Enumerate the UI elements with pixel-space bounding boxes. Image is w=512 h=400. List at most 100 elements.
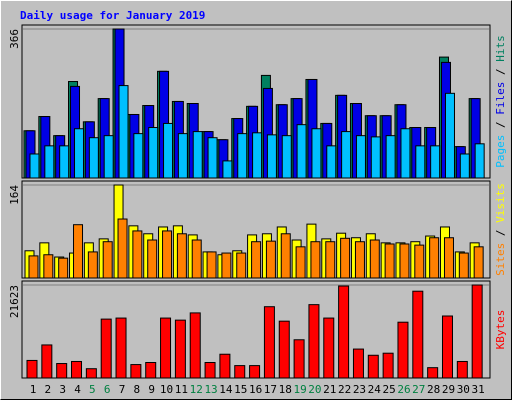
x-tick-label: 19 [293,383,306,396]
bar [43,254,54,279]
x-tick-label: 22 [338,383,351,396]
legend: Pages / Files / Hits [494,35,507,168]
bar [163,122,174,179]
bar [280,233,291,279]
bar [252,132,263,179]
legend-entry: Sites [494,243,507,276]
y-tick-label: 21623 [8,285,21,318]
bar [325,241,336,279]
x-tick-label: 27 [412,383,425,396]
bar [459,153,470,179]
bar [74,128,85,179]
bar [100,318,112,379]
x-tick-label: 18 [279,383,292,396]
bar [415,145,426,179]
legend-separator: / [494,223,507,243]
bar [341,131,352,179]
bar [430,145,441,179]
x-tick-label: 1 [30,383,37,396]
bar [281,135,292,179]
x-tick-label: 26 [397,383,410,396]
bar [103,135,114,179]
bar [28,255,39,279]
bar [340,237,351,279]
bar [58,257,69,279]
x-tick-label: 11 [175,383,188,396]
x-tick-label: 30 [457,383,470,396]
bar [400,128,411,179]
bar [236,252,247,279]
x-tick-label: 6 [104,383,111,396]
bar [458,252,469,279]
bar [412,290,424,379]
bar [278,320,290,379]
bar [145,361,157,379]
bar [265,240,276,279]
bar [323,317,335,379]
bar [249,365,261,379]
bar [474,143,485,179]
bar [44,145,55,179]
bar [326,145,337,179]
chart-title: Daily usage for January 2019 [20,9,205,22]
bar [162,230,173,279]
bar [189,312,201,379]
bar [311,128,322,179]
bar [118,85,129,179]
bar [382,352,394,379]
bar [29,153,40,179]
bar [338,285,350,379]
bar [263,306,275,379]
bar [471,284,483,379]
x-tick-label: 25 [383,383,396,396]
x-tick-label: 15 [234,383,247,396]
bar [370,136,381,179]
bar [384,243,395,279]
bar [56,363,68,379]
legend-separator: / [494,62,507,82]
panel [21,280,491,379]
x-tick-label: 10 [160,383,173,396]
bar [148,127,159,179]
x-tick-label: 2 [45,383,52,396]
bar [207,137,218,179]
x-tick-label: 16 [249,383,262,396]
x-tick-label: 7 [119,383,126,396]
legend: Sites / Visits [494,183,507,276]
bar [117,218,128,279]
bar [237,133,248,179]
bar [399,243,410,279]
bar [427,367,439,379]
bar [308,304,320,379]
bar [296,124,307,179]
legend-entry: KBytes [494,310,507,350]
bar [221,252,232,279]
bar [192,131,203,179]
bar [222,160,233,179]
bar [160,317,172,379]
x-tick-label: 12 [190,383,203,396]
bar [206,251,217,279]
bar [41,344,53,379]
bar [130,364,142,379]
bar [385,135,396,179]
bar [26,359,38,379]
x-tick-label: 14 [219,383,233,396]
bar [310,241,321,279]
bar [414,244,425,279]
x-tick-label: 24 [368,383,382,396]
bar [295,246,306,279]
bar [444,92,455,179]
x-tick-label: 28 [427,383,440,396]
bar [251,241,262,279]
y-tick-label: 164 [8,185,21,205]
bar [219,353,231,379]
bar [355,135,366,179]
x-tick-label: 21 [323,383,336,396]
bar [88,137,99,179]
x-tick-label: 5 [89,383,96,396]
x-tick-label: 17 [264,383,277,396]
bar [354,241,365,279]
bar [132,230,143,279]
x-tick-label: 3 [59,383,66,396]
